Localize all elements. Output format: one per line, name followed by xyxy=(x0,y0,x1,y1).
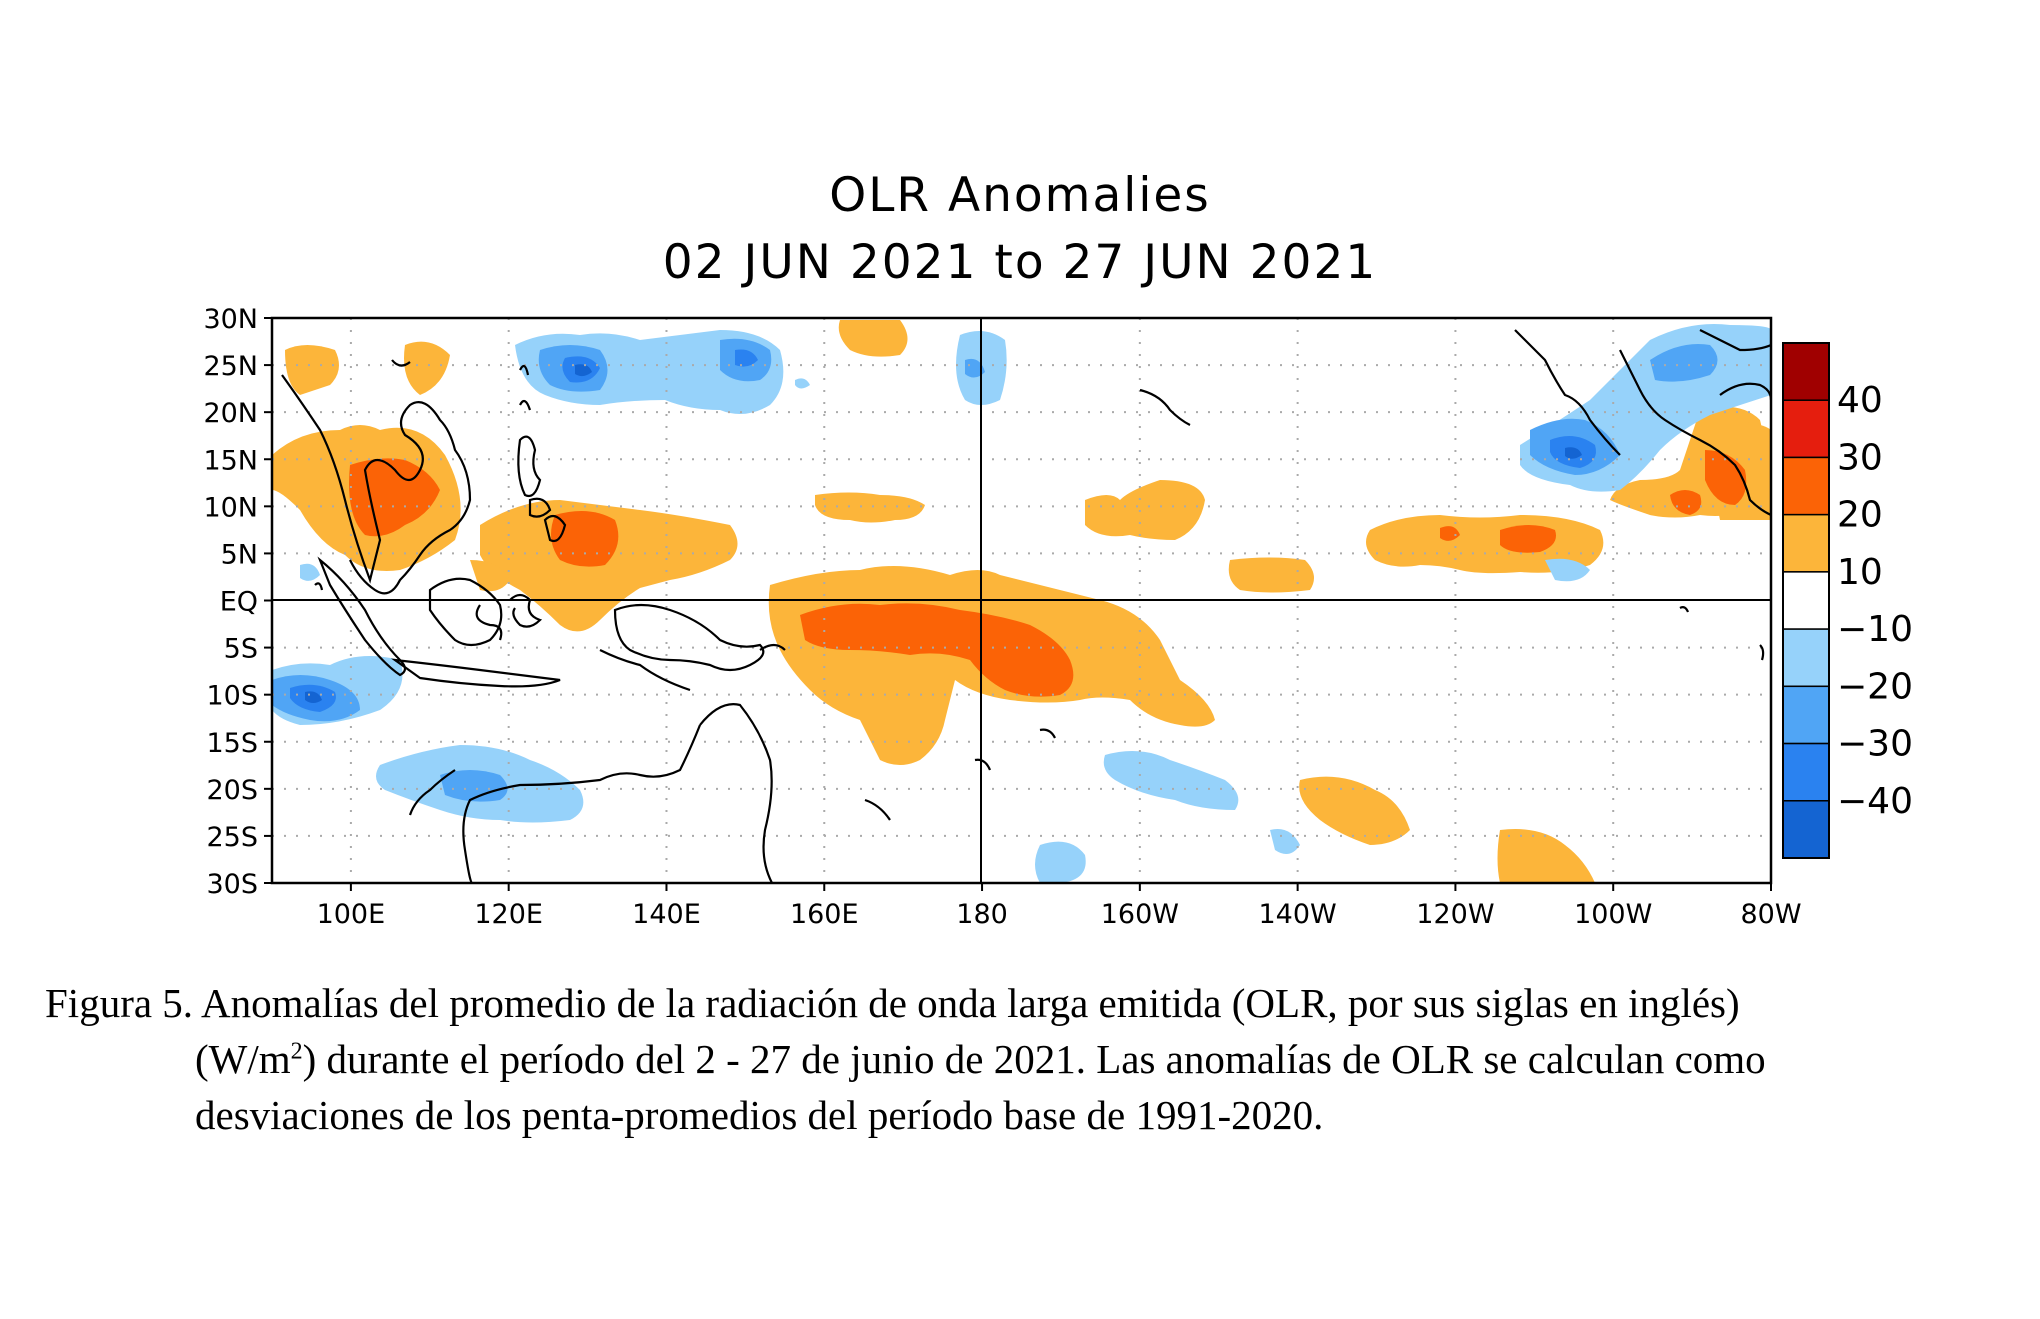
colorbar-label: 40 xyxy=(1837,380,1883,421)
lat-label: 30N xyxy=(203,304,258,335)
caption-line-2: (W/m2) durante el período del 2 - 27 de … xyxy=(45,1031,2005,1087)
caption-line-3: desviaciones de los penta-promedios del … xyxy=(195,1092,1324,1138)
lon-label: 120W xyxy=(1416,899,1494,930)
lon-label: 140W xyxy=(1259,899,1337,930)
axis-ticks xyxy=(264,317,1772,891)
colorbar-labels: 40 30 20 10 −10 −20 −30 −40 xyxy=(1837,380,1913,822)
colorbar-bin xyxy=(1782,800,1830,859)
lon-label: 100E xyxy=(317,899,386,930)
caption-line-1: Figura 5. Anomalías del promedio de la r… xyxy=(45,980,1740,1026)
positive-anomaly-20-30 xyxy=(349,450,1747,697)
latitude-labels: 30N 25N 20N 15N 10N 5N EQ 5S 10S 15S 20S 25S 30S xyxy=(203,304,258,900)
lat-label: 15S xyxy=(207,728,259,759)
caption-line-2-start: (W/m xyxy=(195,1036,291,1082)
lat-lon-gridlines xyxy=(272,318,1771,883)
colorbar-bin xyxy=(1782,342,1830,401)
colorbar-bin xyxy=(1782,456,1830,516)
lat-label: 30S xyxy=(207,869,259,900)
colorbar-label: 10 xyxy=(1837,552,1883,593)
colorbar-bin xyxy=(1782,742,1830,802)
lon-label: 140E xyxy=(632,899,701,930)
map-subtitle-dates: 02 JUN 2021 to 27 JUN 2021 xyxy=(662,235,1378,290)
colorbar-bin xyxy=(1782,685,1830,745)
colorbar-label: −30 xyxy=(1837,724,1913,765)
lat-label: 10S xyxy=(207,681,259,712)
lon-label: 180 xyxy=(956,899,1008,930)
lon-label: 80W xyxy=(1740,899,1801,930)
lat-label: 15N xyxy=(203,445,258,476)
lon-label: 160E xyxy=(790,899,859,930)
colorbar-bin xyxy=(1782,571,1830,630)
anomaly-field xyxy=(272,318,1771,883)
negative-anomaly-20-30 xyxy=(272,338,1718,802)
lat-label: 10N xyxy=(203,492,258,523)
lat-label: 20S xyxy=(207,775,259,806)
lat-label: EQ xyxy=(220,587,258,618)
caption-line-2-end: ) durante el período del 2 - 27 de junio… xyxy=(302,1036,1766,1082)
colorbar-bin xyxy=(1782,513,1830,573)
coastlines xyxy=(281,329,1771,883)
colorbar xyxy=(1782,342,1830,859)
lat-label: 20N xyxy=(203,398,258,429)
lat-label: 25N xyxy=(203,351,258,382)
colorbar-bin xyxy=(1782,628,1830,688)
longitude-labels: 100E 120E 140E 160E 180 160W 140W 120W 100W 80W xyxy=(317,899,1802,930)
colorbar-label: 30 xyxy=(1837,437,1883,478)
colorbar-label: 20 xyxy=(1837,495,1883,536)
colorbar-label: −40 xyxy=(1837,781,1913,822)
colorbar-label: −10 xyxy=(1837,609,1913,650)
lon-label: 160W xyxy=(1101,899,1179,930)
lon-label: 120E xyxy=(474,899,543,930)
lat-label: 25S xyxy=(207,822,259,853)
lat-label: 5N xyxy=(221,539,258,570)
colorbar-label: −20 xyxy=(1837,666,1913,707)
colorbar-frame xyxy=(1782,342,1830,859)
map-title: OLR Anomalies xyxy=(829,168,1211,223)
lat-label: 5S xyxy=(224,634,258,665)
colorbar-bin xyxy=(1782,399,1830,459)
caption-superscript: 2 xyxy=(290,1038,303,1065)
lon-label: 100W xyxy=(1574,899,1652,930)
figure-caption: Figura 5. Anomalías del promedio de la r… xyxy=(45,975,2005,1143)
olr-map: 30N 25N 20N 15N 10N 5N EQ 5S 10S 15S 20S 25S 30S 100… xyxy=(203,304,1913,930)
